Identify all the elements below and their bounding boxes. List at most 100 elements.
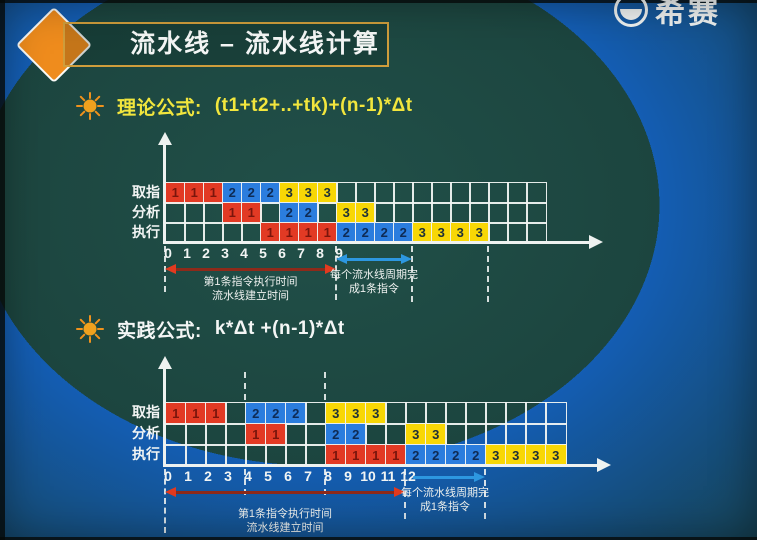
dashed-line: [335, 246, 337, 300]
title-box: 流水线 – 流水线计算: [63, 22, 389, 67]
grid-cell: [374, 202, 395, 224]
grid-cell: [374, 182, 395, 204]
first-instruction-time-arrow-shaft: [173, 268, 328, 271]
brand-logo: 希赛: [614, 0, 721, 32]
tick-label: 5: [264, 468, 272, 484]
page-title: 流水线 – 流水线计算: [130, 30, 380, 58]
brand-logo-icon: [614, 0, 648, 27]
first-instruction-time-arrow-head-icon: [165, 487, 176, 497]
grid-cell: 1: [184, 182, 205, 204]
grid-cell: 2: [345, 423, 367, 446]
grid-cell: 3: [298, 182, 319, 204]
frame-edge: [0, 537, 757, 540]
tick-label: 4: [244, 468, 252, 484]
tick-label: 11: [380, 468, 396, 484]
grid-cell: 1: [203, 182, 224, 204]
grid-cell: [445, 402, 467, 425]
tick-label: 9: [344, 468, 352, 484]
grid-cell: 3: [317, 182, 338, 204]
grid-cell: 1: [165, 402, 187, 425]
grid-cell: [165, 423, 187, 446]
grid-cell: [317, 202, 338, 224]
formula-text: k*Δt +(n-1)*Δt: [214, 318, 345, 339]
dashed-line: [411, 246, 413, 302]
tick-label: 3: [224, 468, 232, 484]
x-axis: [163, 240, 591, 244]
grid-cell: [205, 423, 227, 446]
grid-cell: [488, 202, 509, 224]
grid-cell: [525, 423, 547, 446]
pipeline-cycle-arrow-label-line1: 每个流水线周期完: [330, 269, 418, 281]
tick-label: 7: [304, 468, 312, 484]
grid-cell: [305, 402, 327, 425]
pipeline-cycle-arrow-label: 每个流水线周期完 成1条指令: [401, 486, 489, 514]
brand-logo-bowl-icon: [620, 9, 642, 20]
grid-cell: 2: [285, 402, 307, 425]
tick-label: 7: [297, 245, 305, 261]
grid-cell: 2: [260, 182, 281, 204]
grid-cell: [545, 402, 567, 425]
grid-cell: 3: [325, 402, 347, 425]
grid-cell: [450, 202, 471, 224]
grid-cell: [425, 402, 447, 425]
grid-cell: 1: [205, 402, 227, 425]
pipeline-cycle-arrow-head-icon: [474, 472, 485, 482]
grid-cell: [412, 182, 433, 204]
tick-label: 4: [240, 245, 248, 261]
grid-cell: 2: [241, 182, 262, 204]
dashed-line: [164, 469, 166, 533]
grid-cell: [507, 182, 528, 204]
x-axis-arrowhead: [597, 458, 611, 472]
theory-formula-row: 理论公式: (t1+t2+..+tk)+(n-1)*Δt: [76, 92, 413, 120]
pipeline-cycle-arrow-label-line1: 每个流水线周期完: [401, 487, 489, 499]
grid-cell: [431, 202, 452, 224]
grid-cell: [526, 202, 547, 224]
pipeline-cycle-arrow-head-icon: [336, 254, 347, 264]
grid-cell: 1: [165, 182, 186, 204]
pipeline-cycle-arrow-shaft: [413, 476, 477, 479]
grid-cell: 3: [469, 222, 490, 244]
grid-cell: [412, 202, 433, 224]
grid-cell: [445, 423, 467, 446]
grid-cell: [385, 423, 407, 446]
grid-cell: 2: [265, 402, 287, 425]
grid-cell: [525, 402, 547, 425]
grid-cell: [505, 423, 527, 446]
grid-cell: 2: [298, 202, 319, 224]
practice-formula-row: 实践公式: k*Δt +(n-1)*Δt: [76, 315, 345, 343]
dashed-line: [484, 469, 486, 519]
grid-cell: [465, 402, 487, 425]
row-label: 执行: [132, 446, 160, 462]
grid-cell: [488, 182, 509, 204]
tick-label: 10: [360, 468, 376, 484]
grid-cell: 1: [222, 202, 243, 224]
tick-label: 1: [184, 468, 192, 484]
grid-cell: [465, 423, 487, 446]
tick-label: 9: [335, 245, 343, 261]
first-instruction-time-arrow-label-line2: 流水线建立时间: [246, 522, 324, 534]
x-axis: [163, 463, 599, 467]
grid-cell: 3: [336, 202, 357, 224]
grid-cell: 1: [265, 423, 287, 446]
first-instruction-time-arrow-head-icon: [394, 487, 405, 497]
pipeline-cycle-arrow-label-line2: 成1条指令: [348, 283, 400, 295]
grid-cell: [393, 182, 414, 204]
grid-cell: [450, 182, 471, 204]
first-instruction-time-arrow-label-line1: 第1条指令执行时间: [203, 276, 298, 288]
pipeline-cycle-arrow-label: 每个流水线周期完 成1条指令: [330, 268, 418, 296]
row-label: 取指: [132, 404, 160, 420]
sun-icon: [76, 92, 104, 120]
tick-label: 5: [259, 245, 267, 261]
dashed-line: [324, 372, 326, 400]
grid-cell: [225, 402, 247, 425]
first-instruction-time-arrow-label-line1: 第1条指令执行时间: [237, 508, 333, 520]
tick-label: 6: [278, 245, 286, 261]
grid-cell: [185, 423, 207, 446]
grid-cell: [355, 182, 376, 204]
grid-cell: [336, 182, 357, 204]
formula-label: 理论公式:: [117, 97, 202, 119]
grid-cell: [203, 202, 224, 224]
grid-cell: 3: [345, 402, 367, 425]
grid-cell: [507, 202, 528, 224]
